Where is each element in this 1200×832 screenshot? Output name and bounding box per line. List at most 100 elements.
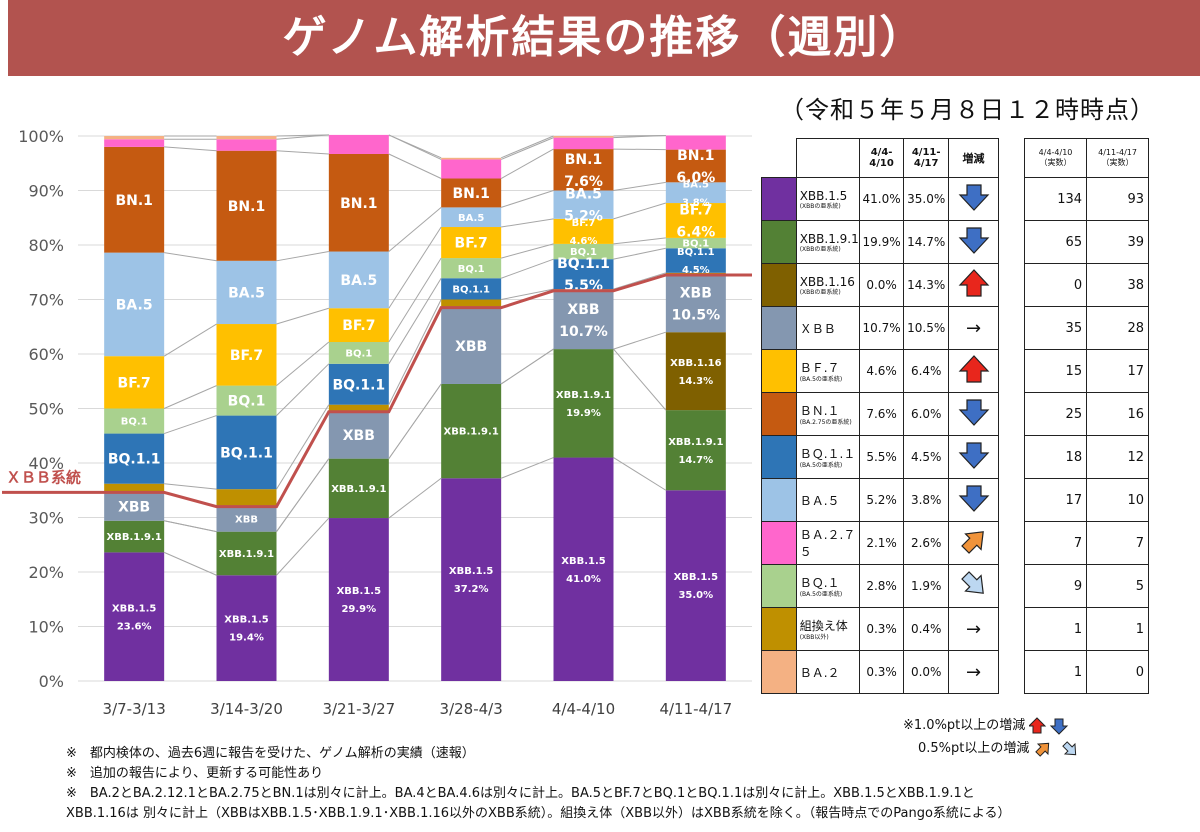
bar-segment bbox=[665, 237, 726, 249]
bar-label: BA.5 bbox=[565, 187, 602, 203]
variant-color-swatch bbox=[761, 349, 797, 393]
connector-line bbox=[500, 137, 554, 160]
bar-label: XBB.1.5 bbox=[674, 572, 719, 583]
bar-label: 14.3% bbox=[678, 376, 713, 387]
bar-label: BN.1 bbox=[340, 196, 377, 212]
share-week1: 19.9% bbox=[858, 220, 905, 264]
share-week2: 6.4% bbox=[903, 349, 949, 393]
count-week1: 65 bbox=[1023, 220, 1088, 264]
bar-label: BQ.1.1 bbox=[677, 247, 715, 258]
bar-label: XBB.1.5 bbox=[112, 603, 157, 614]
bar-segment bbox=[216, 415, 277, 490]
variant-name-cell: XBB.1.9.1 (XBBの亜系統) bbox=[795, 220, 860, 264]
connector-line bbox=[276, 150, 329, 155]
bar-segment bbox=[216, 324, 277, 386]
connector-line bbox=[613, 202, 666, 220]
bar-segment bbox=[216, 260, 277, 325]
bar-label: XBB.1.9.1 bbox=[556, 390, 611, 401]
bar-segment bbox=[665, 203, 726, 238]
connector-line bbox=[276, 134, 329, 140]
count-week2: 10 bbox=[1086, 478, 1149, 522]
count-header-week1: 4/4-4/10 （実数） bbox=[1023, 138, 1088, 178]
footnotes: ※ 都内検体の、過去6週に報告を受けた、ゲノム解析の実績（速報） ※ 追加の報告… bbox=[66, 744, 1186, 824]
bar-label: BF.7 bbox=[342, 318, 375, 334]
y-tick-label: 80% bbox=[28, 236, 64, 255]
variant-subtitle: (XBB以外) bbox=[799, 634, 829, 641]
table-row: ＢＮ.１ (BA.2.75の亜系統) 7.6% 6.0% bbox=[761, 392, 999, 436]
bar-segment bbox=[104, 483, 165, 493]
variant-subtitle: (XBBの亜系統) bbox=[799, 245, 841, 253]
y-tick-label: 40% bbox=[28, 454, 64, 473]
header-week1: 4/4- 4/10 bbox=[858, 138, 905, 178]
bar-segment bbox=[104, 492, 165, 521]
y-tick-label: 30% bbox=[28, 509, 64, 528]
footnote-2: ※ 追加の報告により、更新する可能性あり bbox=[66, 766, 324, 781]
connector-line bbox=[388, 207, 442, 252]
footnote-3: ※ BA.2とBA.2.12.1とBA.2.75とBN.1は別々に計上。BA.4… bbox=[66, 786, 975, 801]
bar-segment bbox=[441, 299, 502, 308]
connector-line bbox=[388, 134, 442, 159]
variant-name-cell: 組換え体 (XBB以外) bbox=[795, 607, 860, 651]
count-header-row: 4/4-4/10 （実数） 4/11-4/17 （実数） bbox=[1023, 138, 1149, 178]
variant-color-swatch bbox=[761, 306, 797, 350]
x-tick-label: 4/4-4/10 bbox=[552, 700, 615, 718]
variant-color-swatch bbox=[761, 564, 797, 608]
count-week2: 16 bbox=[1086, 392, 1149, 436]
bar-label: BA.5 bbox=[683, 179, 709, 190]
bar-label: XBB.1.5 bbox=[449, 566, 494, 577]
share-week2: 6.0% bbox=[903, 392, 949, 436]
bar-segment bbox=[216, 150, 277, 261]
table-row: XBB.1.5 (XBBの亜系統) 41.0% 35.0% bbox=[761, 177, 999, 221]
bar-segment bbox=[328, 363, 389, 405]
count-row: 65 39 bbox=[1023, 220, 1149, 264]
x-tick-label: 4/11-4/17 bbox=[659, 700, 732, 718]
bar-segment bbox=[665, 332, 726, 411]
variant-name-cell: ＢＡ.５ bbox=[795, 478, 860, 522]
bar-segment bbox=[665, 274, 726, 333]
bar-label: BA.5 bbox=[340, 273, 377, 289]
table-row: XBB.1.16 (XBBの亜系統) 0.0% 14.3% bbox=[761, 263, 999, 307]
variant-name: ＢＦ.７ bbox=[799, 361, 840, 375]
change-arrow-cell: → bbox=[948, 306, 999, 350]
bar-segment bbox=[216, 531, 277, 576]
bar-label: 6.4% bbox=[676, 225, 715, 241]
bar-segment bbox=[441, 159, 502, 179]
count-week1: 9 bbox=[1023, 564, 1088, 608]
count-week1: 25 bbox=[1023, 392, 1088, 436]
bar-label: BQ.1 bbox=[121, 417, 148, 428]
bar-label: 10.7% bbox=[559, 324, 608, 340]
variant-name: ＸＢＢ bbox=[799, 321, 836, 336]
variant-name: ＢＡ.２.７５ bbox=[799, 528, 856, 559]
count-header-week2: 4/11-4/17 （実数） bbox=[1086, 138, 1149, 178]
bar-label: XBB bbox=[235, 515, 258, 526]
down-right-arrow-icon bbox=[1061, 740, 1076, 755]
variant-color-swatch bbox=[761, 392, 797, 436]
variant-color-swatch bbox=[761, 650, 797, 694]
bar-label: XBB.1.9.1 bbox=[668, 437, 723, 448]
bar-label: BF.7 bbox=[118, 375, 151, 391]
bar-segment bbox=[216, 575, 277, 681]
bar-segment bbox=[553, 136, 614, 138]
share-week1: 2.8% bbox=[858, 564, 905, 608]
count-week2: 28 bbox=[1086, 306, 1149, 350]
connector-line bbox=[613, 148, 666, 151]
down-right-arrow-icon bbox=[960, 571, 984, 594]
share-week1: 4.6% bbox=[858, 349, 905, 393]
bar-label: BQ.1 bbox=[458, 264, 485, 275]
bar-label: BQ.1 bbox=[228, 394, 266, 410]
share-week2: 14.7% bbox=[903, 220, 949, 264]
change-arrow-cell bbox=[948, 263, 999, 307]
share-week1: 0.3% bbox=[858, 607, 905, 651]
connector-line bbox=[500, 258, 554, 279]
bar-segment bbox=[216, 506, 277, 532]
bar-label: BF.7 bbox=[455, 236, 488, 252]
connector-line bbox=[164, 252, 217, 262]
down-arrow-icon bbox=[958, 399, 989, 426]
footnote-4: XBB.1.16は 別々に計上（XBBはXBB.1.5･XBB.1.9.1･XB… bbox=[66, 806, 1011, 821]
bar-segment bbox=[665, 135, 726, 150]
bar-segment bbox=[328, 411, 389, 459]
connector-line bbox=[613, 247, 666, 260]
count-week1: 35 bbox=[1023, 306, 1088, 350]
